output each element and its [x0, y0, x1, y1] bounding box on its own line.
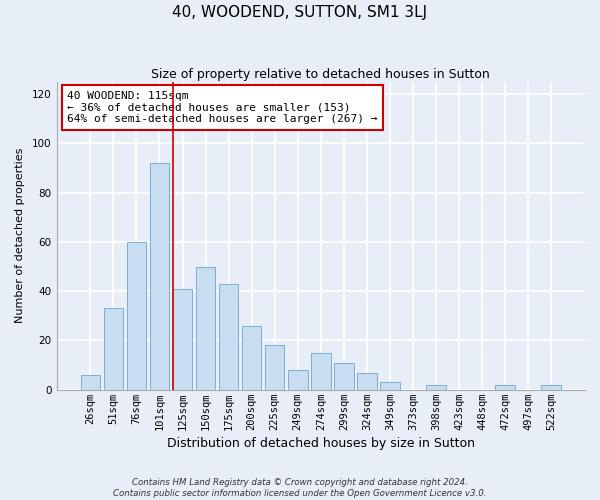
Bar	[357, 372, 377, 390]
Bar	[496, 385, 515, 390]
Bar	[311, 353, 331, 390]
Bar	[288, 370, 308, 390]
Bar	[380, 382, 400, 390]
Bar	[149, 163, 169, 390]
Bar	[541, 385, 561, 390]
Bar	[173, 288, 193, 390]
Bar	[334, 362, 353, 390]
Text: 40, WOODEND, SUTTON, SM1 3LJ: 40, WOODEND, SUTTON, SM1 3LJ	[172, 5, 428, 20]
Bar	[104, 308, 123, 390]
Bar	[265, 346, 284, 390]
Text: 40 WOODEND: 115sqm
← 36% of detached houses are smaller (153)
64% of semi-detach: 40 WOODEND: 115sqm ← 36% of detached hou…	[67, 91, 377, 124]
Y-axis label: Number of detached properties: Number of detached properties	[15, 148, 25, 324]
Text: Contains HM Land Registry data © Crown copyright and database right 2024.
Contai: Contains HM Land Registry data © Crown c…	[113, 478, 487, 498]
Bar	[426, 385, 446, 390]
Bar	[80, 375, 100, 390]
Title: Size of property relative to detached houses in Sutton: Size of property relative to detached ho…	[151, 68, 490, 80]
Bar	[219, 284, 238, 390]
X-axis label: Distribution of detached houses by size in Sutton: Distribution of detached houses by size …	[167, 437, 475, 450]
Bar	[196, 266, 215, 390]
Bar	[127, 242, 146, 390]
Bar	[242, 326, 262, 390]
